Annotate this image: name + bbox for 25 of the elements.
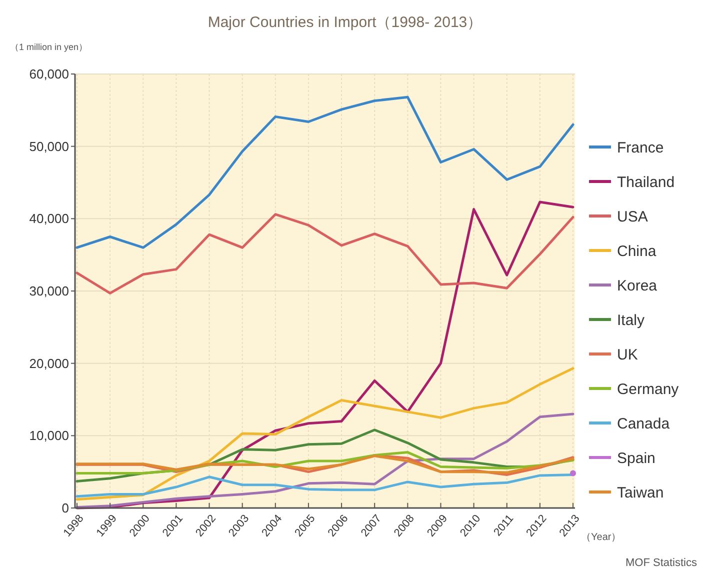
legend-label: Canada (617, 415, 670, 432)
chart-title: Major Countries in Import（1998- 2013） (208, 14, 482, 31)
y-tick-label: 10,000 (29, 428, 69, 444)
legend-label: Taiwan (617, 484, 664, 502)
line-series (76, 96, 574, 249)
y-tick-label: 0 (62, 500, 69, 516)
legend-label: Thailand (617, 174, 675, 191)
y-tick-label: 20,000 (29, 356, 69, 371)
y-axis-title: （1 million in yen） (10, 42, 88, 52)
x-axis-title: （Year） (581, 532, 622, 543)
legend-label: China (617, 242, 657, 260)
text: MOF Statistics (625, 557, 698, 569)
legend-label: Korea (617, 277, 658, 294)
y-tick-label: 60,000 (29, 66, 69, 82)
legend-label: France (617, 139, 664, 156)
y-tick-label: 30,000 (29, 284, 69, 299)
line-series (76, 213, 574, 294)
legend-label: Germany (617, 380, 680, 398)
legend-label: UK (617, 346, 638, 364)
legend-label: Spain (617, 450, 656, 467)
legend-label: Italy (617, 312, 646, 329)
y-tick-label: 40,000 (29, 211, 69, 226)
y-tick-label: 50,000 (29, 138, 69, 154)
legend-label: USA (617, 208, 648, 226)
line-series (76, 367, 574, 501)
